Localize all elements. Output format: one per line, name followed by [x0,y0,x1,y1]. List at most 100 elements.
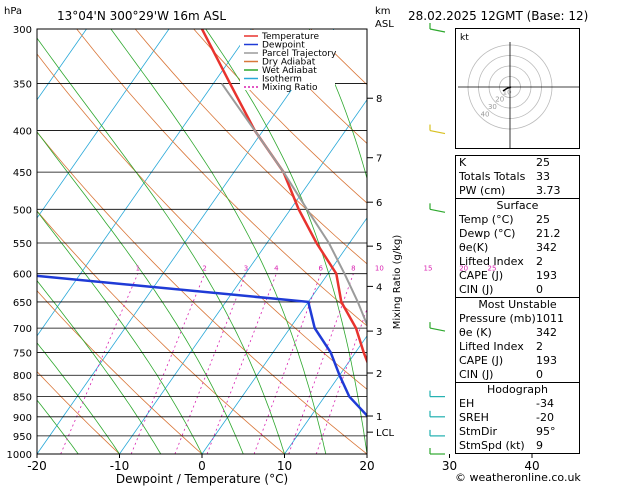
stat-value: 342 [536,241,557,254]
dry-adiabat-line [193,29,367,204]
x-tick-label: 30 [442,459,457,473]
x-tick-label: 0 [198,459,206,473]
mixing-ratio-label: 15 [424,265,433,273]
hodograph-unit: kt [460,33,469,43]
stat-row: Lifted Index 2 [456,255,579,269]
datetime-title: 28.02.2025 12GMT (Base: 12) [408,9,588,23]
legend-label: Isotherm [262,75,302,85]
dry-adiabat-line [37,210,285,454]
hodograph-ring-label: 10 [503,88,512,96]
stat-row: Temp (°C) 25 [456,213,579,227]
stat-value: -34 [536,397,554,410]
stat-value: 21.2 [536,227,561,240]
stat-row: CIN (J) 0 [456,368,579,382]
pressure-tick-label: 950 [13,432,32,443]
stat-value: 9 [536,439,543,452]
copyright: © weatheronline.co.uk [455,471,581,484]
legend-background [240,30,335,90]
stat-label: CAPE (J) [459,354,504,367]
stat-row: SREH -20 [456,411,579,425]
surface-title: Surface [496,199,539,212]
stat-label: Dewp (°C) [459,227,516,240]
mixing-ratio-label: 8 [351,265,355,273]
stat-row: CAPE (J) 193 [456,354,579,368]
pressure-tick-label: 450 [13,168,32,179]
x-axis-label: Dewpoint / Temperature (°C) [116,472,288,486]
pressure-tick-label: 750 [13,348,32,359]
km-tick-label: 6 [376,198,382,209]
mixing-ratio-axis-label: Mixing Ratio (g/kg) [392,235,403,330]
pressure-tick-label: 800 [13,371,32,382]
km-tick-label: 2 [376,369,382,380]
stat-value: 342 [536,326,557,339]
stat-value: 0 [536,283,543,296]
stat-label: StmDir [459,425,498,438]
stat-value: 193 [536,354,557,367]
pressure-tick-labels: 300 350 400 450 500 550 600 650 700 750 800 850 900 9… [7,25,32,461]
stat-label: θe (K) [459,326,492,339]
isobars [37,28,367,455]
stat-row: EH -34 [456,397,579,411]
stat-label: EH [459,397,475,410]
km-tick-label: 8 [376,94,382,105]
stat-value: 95° [536,425,556,438]
stat-value: 2 [536,255,543,268]
wet-adiabat-line [407,29,449,454]
mixing-ratio-label: 10 [375,265,384,273]
mixing-ratio-label: 3 [244,265,248,273]
stat-label: θe(K) [459,241,489,254]
dry-adiabat-line [37,371,120,454]
mixing-ratio-label: 25 [487,265,496,273]
mixing-ratio-label: 20 [459,265,468,273]
stat-row: Lifted Index 2 [456,340,579,354]
plot-frame [36,28,368,455]
dry-adiabat-line [603,29,629,454]
mixing-ratio-line [206,273,277,454]
series-line-parcel-trajectory [220,82,367,328]
wind-barb [429,327,446,332]
stat-value: 25 [536,213,550,226]
km-tick-label: 5 [376,242,382,253]
stat-row: Totals Totals 33 [456,170,579,184]
stat-label: Totals Totals [459,170,526,183]
stat-row: K 25 [456,156,579,170]
mixing-ratio-label: 2 [202,265,206,273]
km-label: km [375,6,391,17]
stat-label: CIN (J) [459,283,494,296]
hodograph: kt 10 20 30 40 [455,28,580,149]
hodograph-params-box: Hodograph EH -34 SREH -20 StmDir 95° StmSpd (k… [455,382,580,454]
stat-label: Lifted Index [459,340,524,353]
x-tick-label: -10 [110,459,130,473]
wind-barb [429,129,446,135]
pressure-tick-label: 700 [13,324,32,335]
stat-value: 3.73 [536,184,561,197]
wind-barb [429,28,446,33]
legend-label: Dewpoint [262,41,305,51]
stat-value: 193 [536,269,557,282]
stat-value: 0 [536,368,543,381]
isotherm-line [284,335,367,454]
stat-row: Dewp (°C) 21.2 [456,227,579,241]
pressure-tick-label: 500 [13,205,32,216]
isotherm-line [37,29,170,219]
isotherm-line [201,217,367,454]
stat-row: Pressure (mb) 1011 [456,312,579,326]
km-tick-label: 7 [376,154,382,165]
x-tick-label: 40 [524,459,539,473]
isotherm-line [119,99,367,454]
stat-label: PW (cm) [459,184,506,197]
isotherm-line [37,29,335,454]
mixing-ratio-line [174,273,247,454]
pressure-tick-label: 600 [13,270,32,281]
km-tick-label: 1 [376,412,382,423]
mixing-ratio-line [130,273,205,454]
wet-adiabat-line [308,29,367,180]
isotherm-line [37,29,252,337]
x-tick-label: -20 [27,459,47,473]
wet-adiabat-line [37,342,120,454]
stat-value: 33 [536,170,550,183]
series-line-dewpoint [37,274,367,418]
km-tick-label: LCL [376,428,395,439]
